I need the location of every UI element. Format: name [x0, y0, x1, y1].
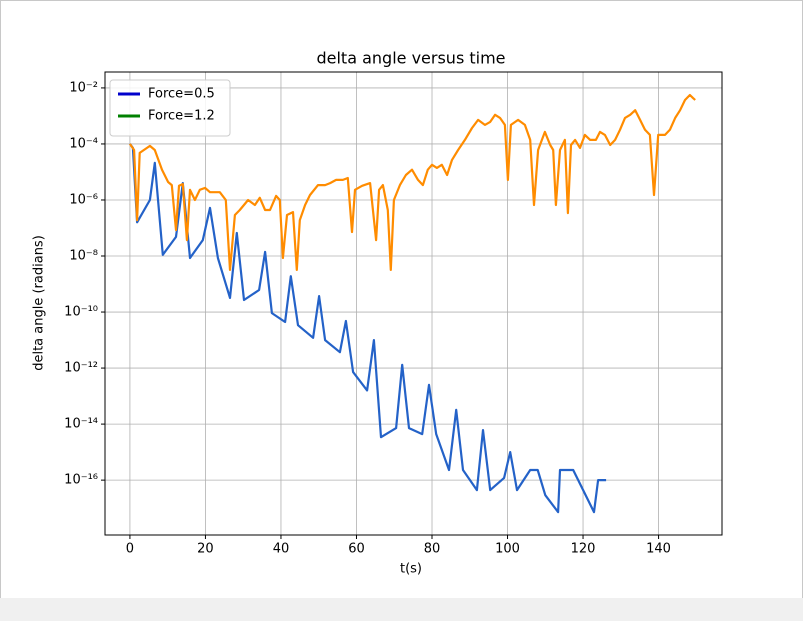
chart-title: delta angle versus time	[316, 49, 505, 68]
y-tick-label: 10⁻²	[69, 80, 98, 95]
y-tick-label: 10⁻⁴	[69, 136, 98, 151]
y-tick-label: 10⁻¹²	[64, 361, 98, 376]
legend-label: Force=1.2	[148, 109, 215, 124]
x-tick-label: 40	[273, 542, 290, 557]
x-tick-label: 0	[126, 542, 134, 557]
y-tick-label: 10⁻¹⁰	[64, 305, 98, 320]
y-tick-label: 10⁻⁶	[69, 192, 98, 207]
axes-frame	[104, 71, 723, 536]
status-bar	[0, 598, 803, 621]
x-tick-label: 60	[348, 542, 365, 557]
y-tick-label: 10⁻¹⁶	[64, 473, 98, 488]
x-axis-label: t(s)	[400, 562, 422, 577]
line	[129, 143, 607, 514]
x-tick-label: 120	[571, 542, 596, 557]
y-tick-label: 10⁻⁸	[69, 249, 98, 264]
y-axis-label: delta angle (radians)	[32, 235, 47, 371]
legend-label: Force=0.5	[148, 87, 215, 102]
x-tick-label: 80	[424, 542, 441, 557]
x-tick-label: 140	[646, 542, 671, 557]
x-tick-label: 100	[495, 542, 520, 557]
y-tick-label: 10⁻¹⁴	[64, 417, 98, 432]
line	[128, 93, 696, 271]
x-tick-label: 20	[197, 542, 214, 557]
